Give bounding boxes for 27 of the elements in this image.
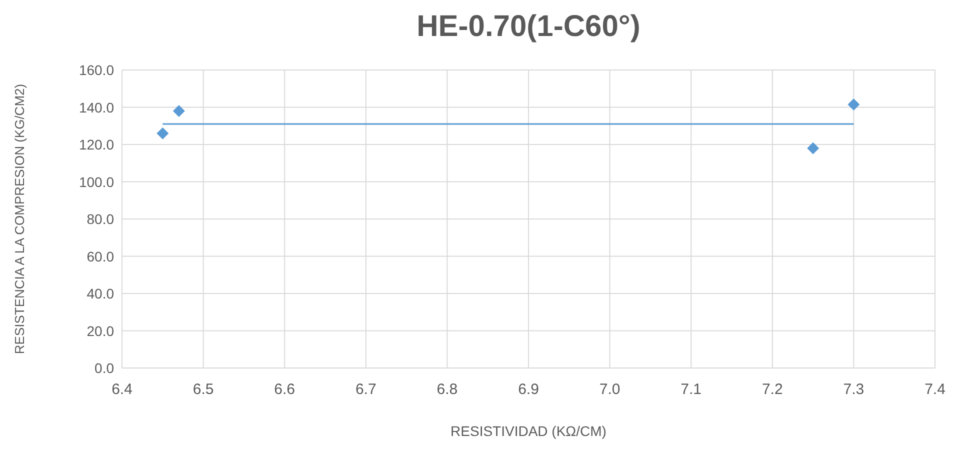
x-tick-label: 6.6 xyxy=(274,381,296,398)
x-tick-label: 7.2 xyxy=(762,381,783,398)
x-tick-label: 7.3 xyxy=(843,381,864,398)
y-tick-label: 140.0 xyxy=(78,99,114,116)
x-tick-label: 6.8 xyxy=(436,381,458,398)
y-tick-label: 160.0 xyxy=(78,62,114,78)
x-tick-label: 7.0 xyxy=(599,381,620,398)
y-tick-label: 40.0 xyxy=(86,286,114,302)
point xyxy=(172,104,185,117)
point xyxy=(848,98,860,110)
y-tick-label: 100.0 xyxy=(78,174,114,190)
x-tick-label: 6.4 xyxy=(112,381,132,398)
y-tick-label: 0.0 xyxy=(94,360,114,376)
y-tick-label: 120.0 xyxy=(78,136,114,152)
x-tick-label: 7.4 xyxy=(924,381,946,398)
x-tick-label: 6.5 xyxy=(192,381,214,398)
x-tick-label: 6.9 xyxy=(518,381,539,398)
x-axis-title: RESISTIVIDAD (KΩ/CM) xyxy=(450,423,606,439)
point xyxy=(807,142,820,154)
y-tick-label: 60.0 xyxy=(86,248,114,264)
y-tick-label: 20.0 xyxy=(86,322,114,339)
y-axis-title: RESISTENCIA A LA COMPRESION (KG/CM2) xyxy=(12,84,27,354)
point xyxy=(156,127,169,140)
x-tick-label: 6.7 xyxy=(355,381,376,398)
chart-title: HE-0.70(1-C60°) xyxy=(416,10,640,43)
y-tick-label: 80.0 xyxy=(86,211,114,227)
x-tick-label: 7.1 xyxy=(680,381,702,398)
